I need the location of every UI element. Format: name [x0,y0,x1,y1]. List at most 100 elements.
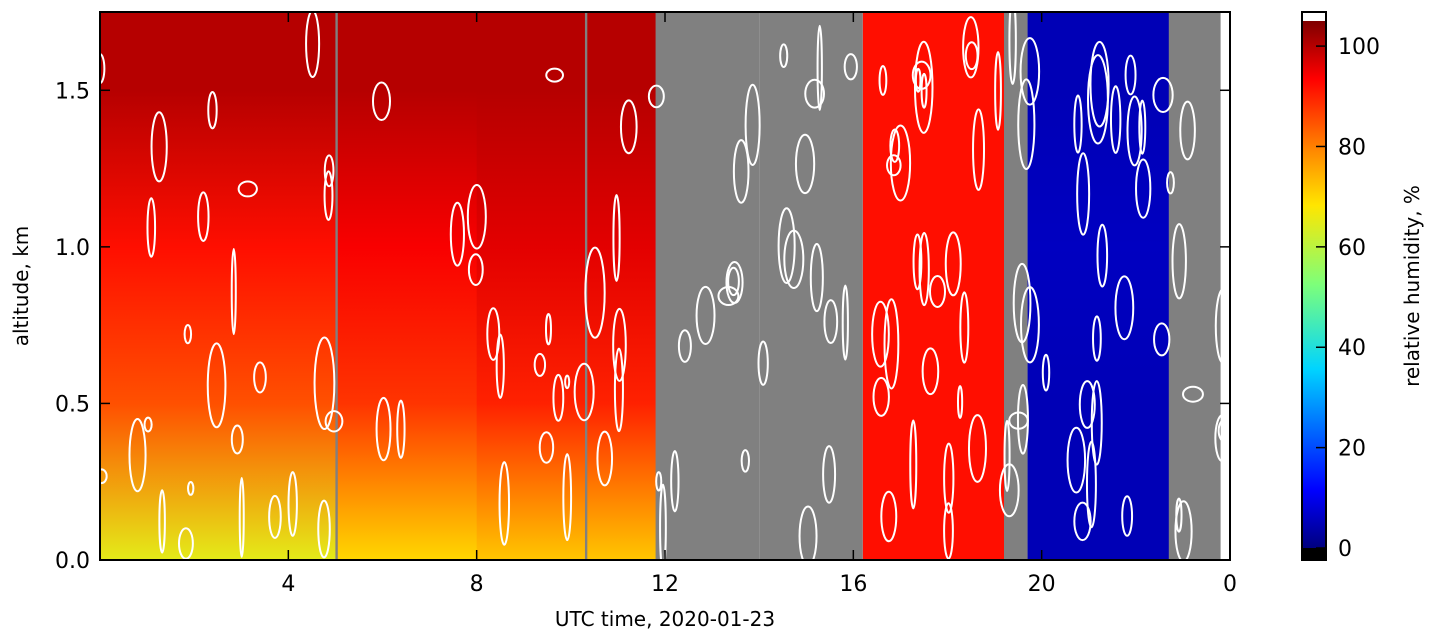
cloud-contour [564,374,571,390]
x-tick-label: 12 [651,572,679,597]
missing-data-band [335,12,338,560]
x-tick-label: 0 [1223,572,1237,597]
colorbar-over-cap [1302,12,1326,21]
cloud-contour [150,111,168,183]
cloud-contour [1041,353,1051,392]
cloud-contour [798,505,818,560]
cloud-contour [883,298,900,390]
cloud-contour [822,445,837,504]
missing-data-band [1168,12,1221,560]
cloud-contour [1096,223,1109,288]
cloud-contour [1012,262,1032,344]
cloud-contour [967,414,987,483]
cloud-contour [911,60,932,90]
cloud-contour [237,180,258,198]
cloud-contour [956,385,964,419]
cloud-contour [871,300,890,368]
cloud-contour [128,417,147,493]
colorbar-tick-label: 80 [1338,135,1366,160]
cloud-contour [655,471,663,492]
cloud-contour [562,453,573,542]
cloud-contour [207,91,218,130]
cloud-contour [253,361,267,394]
cloud-contour [612,194,621,282]
x-axis-label: UTC time, 2020-01-23 [555,607,775,631]
cloud-contour [943,442,955,514]
cloud-contour [1179,100,1196,161]
cloud-contour [972,108,986,191]
x-tick-label: 8 [470,572,484,597]
cloud-contour [371,81,392,121]
cloud-contour [809,243,824,313]
cloud-contour [647,84,665,109]
cloud-contour [538,431,555,464]
cloud-contour [495,333,505,399]
cloud-contour [1174,500,1193,560]
cloud-contour [1078,380,1096,429]
cloud-contour [1166,171,1175,195]
cloud-contour [670,450,680,513]
cloud-contour [962,16,980,79]
cloud-contour [197,191,210,242]
cloud-contour [305,12,321,78]
cloud-contour [944,231,962,297]
cloud-contour [1008,411,1029,430]
cloud-contour [324,410,344,433]
cloud-contour [1073,501,1092,542]
x-tick-label: 16 [839,572,867,597]
cloud-contour [467,253,484,286]
cloud-contour [552,373,565,422]
cloud-contour [878,64,888,96]
cloud-contour [230,424,244,455]
cloud-contour [584,246,606,339]
colorbar: 0 20 40 60 80 100 [1301,11,1380,562]
cloud-contour [732,139,750,204]
cloud-contour [1153,322,1171,357]
cloud-contour [1121,495,1134,537]
cloud-contour [1175,497,1183,533]
cloud-contour [1171,223,1187,300]
y-axis: 0.0 0.5 1.0 1.5 [55,79,1230,574]
cloud-contour [779,43,789,69]
cloud-contour [100,468,108,485]
y-axis-label: altitude, km [9,226,33,347]
cloud-contour [823,299,839,345]
cloud-contour [466,184,487,250]
cloud-contour [918,232,930,307]
cloud-contour [238,476,245,558]
cloud-contour [486,307,501,361]
cloud-contour [1135,158,1152,219]
colorbar-ticks: 0 20 40 60 80 100 [1316,35,1380,562]
cloud-contour [744,83,761,166]
cloud-contour [909,419,918,510]
colorbar-tick-label: 40 [1338,336,1366,361]
cloud-contour [886,154,902,177]
cloud-contour [695,285,716,345]
cloud-contour [717,285,740,307]
cloud-contour [757,340,769,386]
colorbar-tick-label: 100 [1338,35,1380,60]
cloud-contour [449,201,465,267]
cloud-contour [533,352,547,377]
cloud-contour [1089,40,1110,128]
colorbar-label: relative humidity, % [1400,185,1424,387]
colorbar-frame [1301,11,1327,561]
humidity-band [100,12,336,560]
cloud-contour [206,342,227,429]
cloud-contour [1182,385,1204,403]
cloud-contour [843,53,858,81]
cloud-contour [1152,76,1174,114]
cloud-contour [573,362,595,422]
cloud-contours [100,12,1230,560]
cloud-contour [1003,419,1011,492]
cloud-contour [323,170,334,221]
colorbar-tick-label: 60 [1338,236,1366,261]
cloud-contour [396,399,406,459]
cloud-contour [880,490,898,543]
cloud-contour [921,347,940,396]
cloud-contour [1066,426,1087,494]
x-axis: 4 8 12 16 20 0 [281,12,1237,597]
cloud-contour [912,233,923,291]
cloud-contour [1126,95,1143,167]
cloud-contour [816,24,823,111]
